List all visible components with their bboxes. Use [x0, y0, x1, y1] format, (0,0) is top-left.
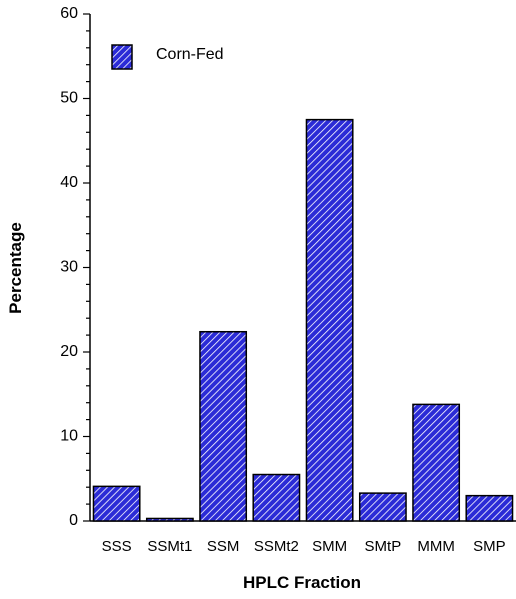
legend-label: Corn-Fed — [156, 46, 224, 63]
y-tick-label: 40 — [60, 174, 78, 191]
legend: Corn-Fed — [111, 44, 224, 70]
x-tick-label: SSS — [102, 538, 132, 555]
legend-swatch — [111, 44, 133, 70]
y-tick-label: 30 — [60, 259, 78, 276]
bar-ssmt1 — [145, 517, 194, 522]
y-tick-label: 60 — [60, 5, 78, 22]
x-tick-label: SMP — [473, 538, 506, 555]
y-tick-label: 20 — [60, 343, 78, 360]
y-tick-label: 0 — [69, 512, 78, 529]
x-axis-title: HPLC Fraction — [243, 573, 361, 592]
y-ticks: 0 10 20 30 40 50 60 — [60, 5, 90, 529]
x-tick-label: SSMt1 — [147, 538, 192, 555]
bar-smm — [305, 118, 354, 522]
bar-smtp — [358, 492, 407, 522]
bar-smp — [465, 494, 514, 522]
x-tick-label: MMM — [417, 538, 455, 555]
x-tick-label: SMtP — [365, 538, 402, 555]
x-category-labels: SSS SSMt1 SSM SSMt2 SMM SMtP MMM SMP — [102, 538, 506, 555]
x-tick-label: SSMt2 — [254, 538, 299, 555]
bar-sss — [92, 485, 141, 522]
bar-mmm — [412, 403, 461, 522]
bars — [92, 118, 514, 522]
y-tick-label: 10 — [60, 428, 78, 445]
bar-ssmt2 — [252, 473, 301, 522]
y-axis-title: Percentage — [6, 222, 25, 314]
bar-ssm — [199, 330, 248, 522]
x-tick-label: SSM — [207, 538, 240, 555]
y-tick-label: 50 — [60, 90, 78, 107]
x-tick-label: SMM — [312, 538, 347, 555]
